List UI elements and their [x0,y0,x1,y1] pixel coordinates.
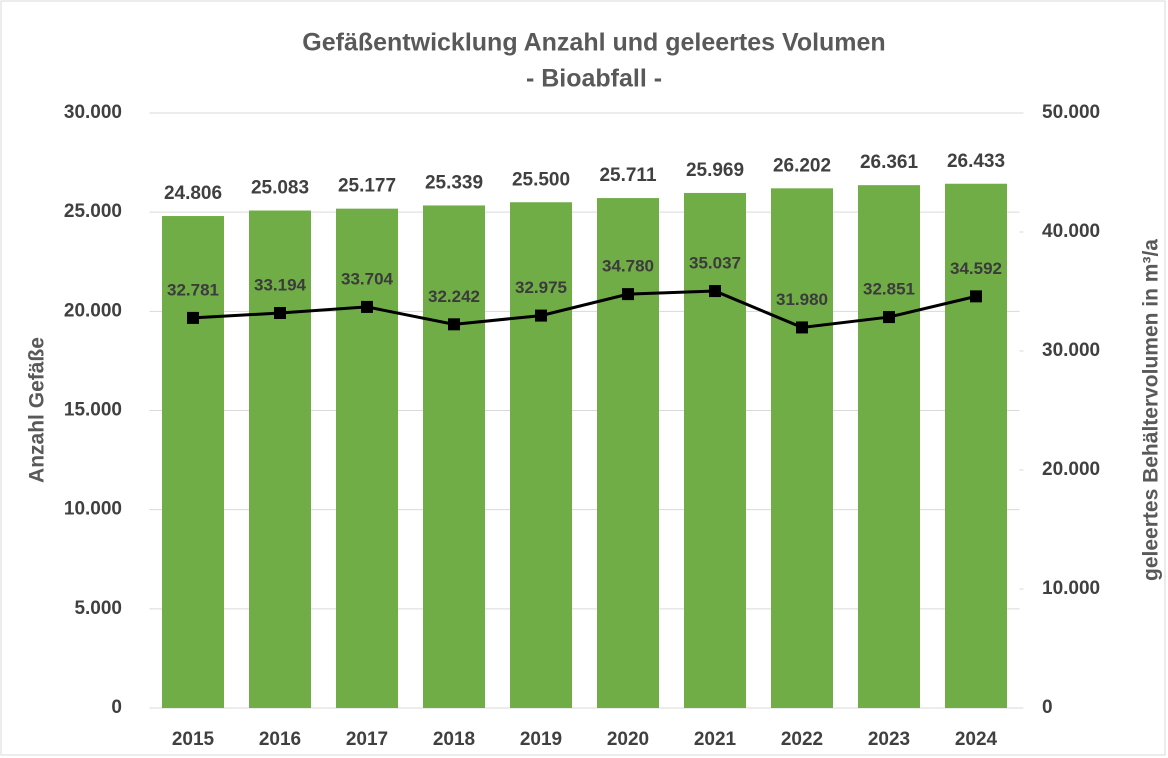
line-marker [970,290,982,303]
bar-value-label: 25.969 [686,160,744,181]
line [192,289,977,329]
line-marker [535,309,547,322]
y-tick-label: 25.000 [64,201,122,222]
bar-value-label: 25.083 [251,178,309,199]
bar-value-label: 26.433 [947,151,1005,172]
bar-value-label: 25.177 [338,176,396,197]
line-value-label: 32.242 [428,287,480,306]
y2-tick-label: 40.000 [1042,221,1100,242]
x-tick-label: 2017 [346,729,388,750]
line-marker [187,311,199,324]
bar-value-label: 26.202 [773,155,831,176]
bar [945,183,1007,709]
line-value-label: 32.781 [167,280,219,299]
y-tick-label: 10.000 [64,499,122,520]
bar [423,205,485,708]
bar [162,216,224,708]
x-tick-label: 2021 [694,729,737,750]
x-tick-label: 2020 [607,729,649,750]
x-tick-label: 2015 [172,729,215,750]
x-tick-label: 2023 [868,729,910,750]
line-value-label: 31.980 [776,290,828,309]
line-value-label: 33.704 [341,269,394,288]
line-value-label: 35.037 [689,254,741,273]
x-tick-label: 2019 [520,729,562,750]
line-marker [796,321,808,334]
chart-subtitle: - Bioabfall - [526,65,662,93]
x-tick-label: 2022 [781,729,823,750]
line-marker [883,311,895,324]
y-tick-label: 0 [111,697,122,718]
y2-tick-label: 50.000 [1042,102,1100,123]
bar-value-label: 24.806 [164,183,222,204]
bar-value-label: 26.361 [860,152,919,173]
y-tick-label: 5.000 [74,598,122,619]
y-tick-label: 20.000 [64,300,122,321]
bar [336,208,398,708]
line-value-label: 34.780 [602,257,654,276]
bar-value-label: 25.711 [599,165,656,186]
bar [858,185,920,709]
y-tick-label: 30.000 [64,102,122,123]
x-tick-label: 2016 [259,729,301,750]
line-value-label: 32.975 [515,278,567,297]
y2-axis-label: geleertes Behältervolumen in m³/a [1140,239,1163,581]
chart-title: Gefäßentwicklung Anzahl und geleertes Vo… [302,29,885,57]
y2-tick-label: 20.000 [1042,459,1100,480]
line-marker [448,318,460,331]
y-axis-label: Anzahl Gefäße [26,337,49,483]
line-value-label: 32.851 [863,280,915,299]
bar [684,192,746,708]
y2-tick-label: 0 [1042,697,1053,718]
line-marker [622,288,634,301]
bar-value-label: 25.500 [512,169,570,190]
y2-tick-label: 30.000 [1042,340,1100,361]
line-value-label: 33.194 [254,275,307,294]
x-tick-label: 2024 [955,729,998,750]
y-tick-label: 15.000 [64,400,122,421]
bar [249,210,311,708]
bar [510,202,572,708]
line-marker [709,285,721,298]
bar [597,198,659,708]
line-marker [361,300,373,313]
bar-value-label: 25.339 [425,172,483,193]
line-value-label: 34.592 [950,259,1002,278]
bar [771,188,833,708]
y2-tick-label: 10.000 [1042,578,1100,599]
x-tick-label: 2018 [433,729,475,750]
line-marker [274,306,286,319]
